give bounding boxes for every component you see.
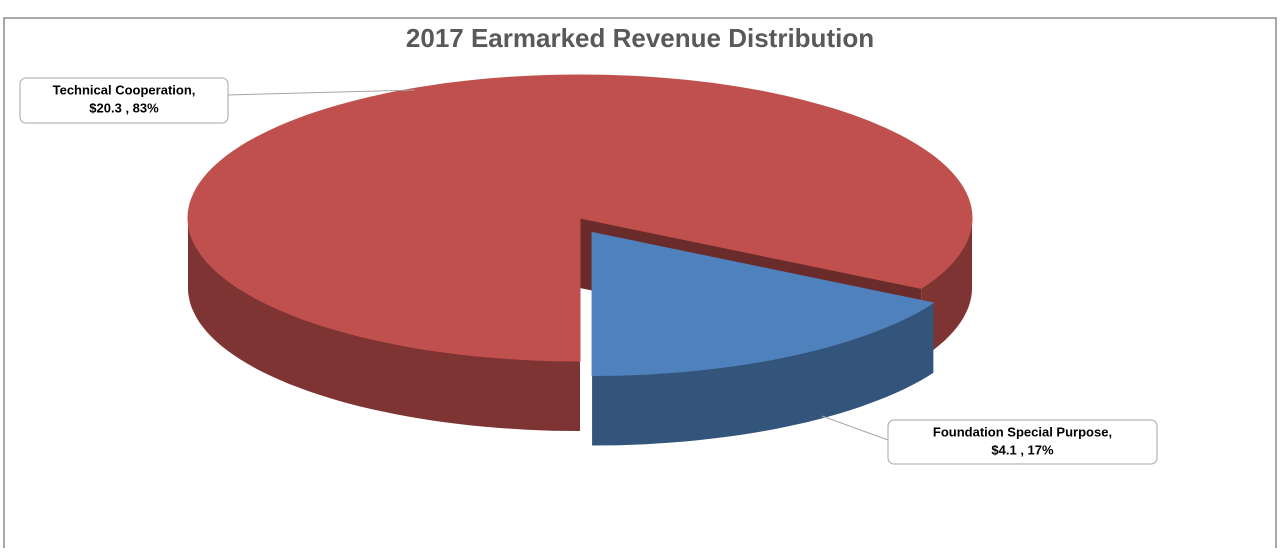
data-label-category: Foundation Special Purpose, <box>933 424 1112 439</box>
pie-slice <box>591 231 935 377</box>
chart-title: 2017 Earmarked Revenue Distribution <box>406 23 874 53</box>
data-label-box <box>887 419 1158 465</box>
slice-side-shade <box>188 218 580 431</box>
slice-side <box>921 218 972 359</box>
slice-side <box>188 218 580 431</box>
data-label-box <box>19 77 229 124</box>
slice-side-shade <box>921 218 972 359</box>
data-label-category: Technical Cooperation, <box>53 82 196 97</box>
leader-line <box>227 89 416 96</box>
pie-slice-group <box>591 231 935 446</box>
leader-line <box>821 415 889 441</box>
pie-slice <box>187 74 973 362</box>
slice-side <box>592 302 934 446</box>
data-label-value: $20.3 , 83% <box>89 100 159 115</box>
data-label-value: $4.1 , 17% <box>991 442 1054 457</box>
slice-side-shade <box>592 302 934 446</box>
